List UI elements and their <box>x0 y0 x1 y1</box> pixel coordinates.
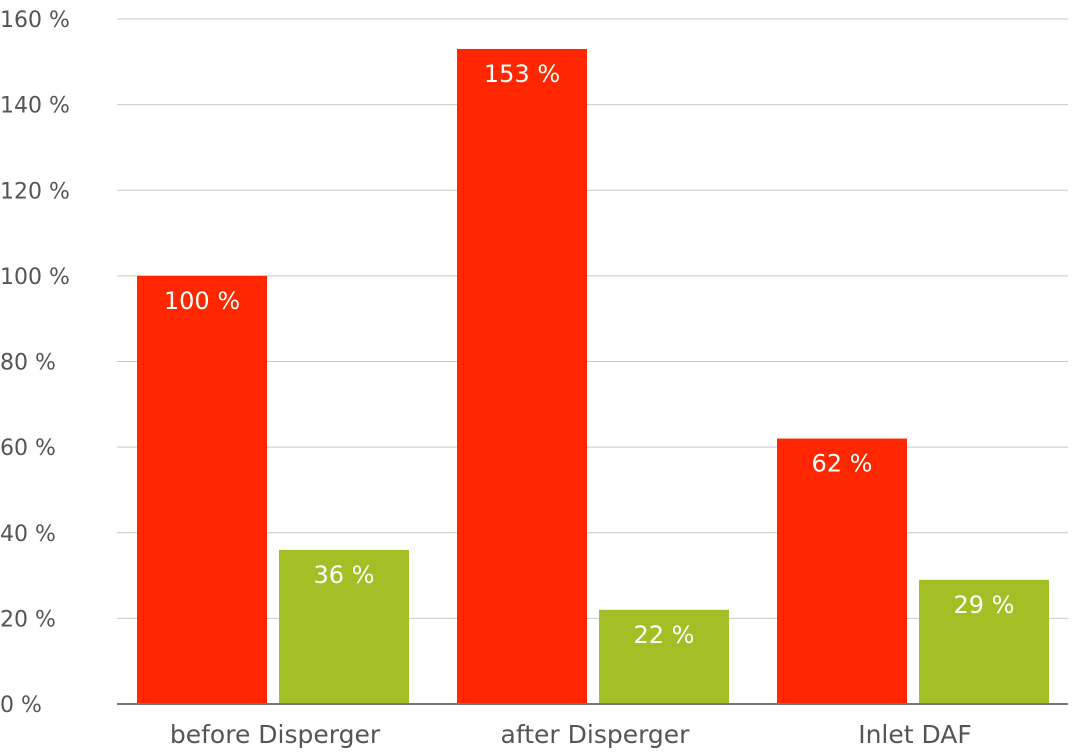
bar-value-label: 29 % <box>954 591 1015 619</box>
bar <box>457 48 587 704</box>
y-tick-label: 20 % <box>0 607 56 632</box>
y-tick-label: 140 % <box>0 94 70 119</box>
y-tick-label: 100 % <box>0 265 70 290</box>
x-axis-category-labels: before Disperger after Disperger Inlet DAF <box>170 720 972 749</box>
bar-value-label: 36 % <box>314 561 375 589</box>
x-category-label: after Disperger <box>501 720 691 749</box>
bar <box>599 609 729 704</box>
y-tick-label: 40 % <box>0 522 56 547</box>
y-axis-tick-labels: 0 % 20 % 40 % 60 % 80 % 100 % 120 % 140 % 160 % <box>0 8 70 718</box>
gridlines <box>117 18 1068 619</box>
bar-value-label: 62 % <box>812 450 873 478</box>
bar-value-label: 22 % <box>634 621 695 649</box>
bar <box>777 438 907 704</box>
bar <box>137 275 267 704</box>
y-tick-label: 60 % <box>0 436 56 461</box>
y-tick-label: 80 % <box>0 351 56 376</box>
y-tick-label: 120 % <box>0 179 70 204</box>
x-category-label: before Disperger <box>170 720 381 749</box>
x-category-label: Inlet DAF <box>858 720 972 749</box>
y-tick-label: 0 % <box>0 693 42 718</box>
bar-value-label: 153 % <box>484 60 560 88</box>
bar-value-label: 100 % <box>164 287 240 315</box>
bars <box>137 48 1049 704</box>
data-labels: 100 % 36 % 153 % 22 % 62 % 29 % <box>164 60 1015 649</box>
bar <box>279 549 409 704</box>
y-tick-label: 160 % <box>0 8 70 33</box>
bar <box>919 579 1049 704</box>
